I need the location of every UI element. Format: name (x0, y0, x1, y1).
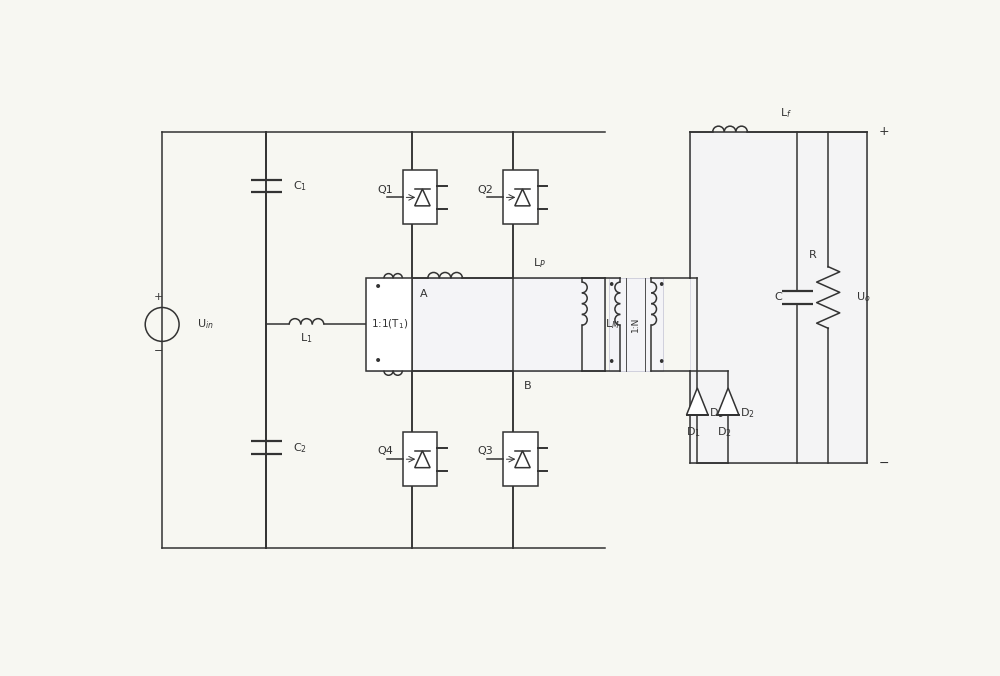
Bar (690, 132, 867, 463)
Text: A: A (420, 289, 428, 299)
Text: R: R (809, 250, 817, 260)
Text: L$_f$: L$_f$ (780, 105, 792, 120)
Text: D$_2$: D$_2$ (740, 406, 755, 420)
Text: •: • (657, 279, 664, 293)
Text: Q1: Q1 (378, 185, 393, 195)
Text: −: − (878, 456, 889, 470)
Text: •: • (374, 281, 382, 295)
Text: +: + (878, 126, 889, 139)
Text: B: B (524, 381, 532, 391)
Text: L$_1$: L$_1$ (300, 331, 313, 345)
Polygon shape (717, 388, 739, 415)
Text: −: − (154, 346, 163, 356)
Text: L$_M$: L$_M$ (605, 318, 620, 331)
Bar (403, 170, 437, 224)
Text: +: + (154, 293, 163, 302)
Bar (403, 432, 437, 486)
Polygon shape (415, 451, 430, 468)
Polygon shape (515, 451, 530, 468)
Bar (609, 279, 663, 370)
Text: D$_1$: D$_1$ (709, 406, 724, 420)
Text: D$_1$: D$_1$ (686, 425, 701, 439)
Polygon shape (415, 189, 430, 206)
Text: C$_1$: C$_1$ (293, 179, 307, 193)
Text: C: C (774, 293, 782, 302)
Bar (366, 279, 605, 370)
Text: Q4: Q4 (378, 446, 393, 456)
Text: U$_o$: U$_o$ (856, 291, 870, 304)
Polygon shape (687, 388, 708, 415)
Text: 1:N: 1:N (631, 317, 640, 332)
Text: •: • (607, 356, 615, 370)
Text: •: • (607, 279, 615, 293)
Text: L$_P$: L$_P$ (533, 256, 546, 270)
Text: Q2: Q2 (478, 185, 493, 195)
Text: Q3: Q3 (478, 446, 493, 456)
Polygon shape (515, 189, 530, 206)
Bar (503, 170, 538, 224)
Text: •: • (374, 354, 382, 368)
Text: C$_2$: C$_2$ (293, 441, 307, 454)
Text: U$_{in}$: U$_{in}$ (197, 318, 214, 331)
Bar (366, 279, 412, 370)
Text: 1:1(T$_1$): 1:1(T$_1$) (371, 318, 408, 331)
Text: D$_2$: D$_2$ (717, 425, 732, 439)
Text: •: • (657, 356, 664, 370)
Bar (503, 432, 538, 486)
